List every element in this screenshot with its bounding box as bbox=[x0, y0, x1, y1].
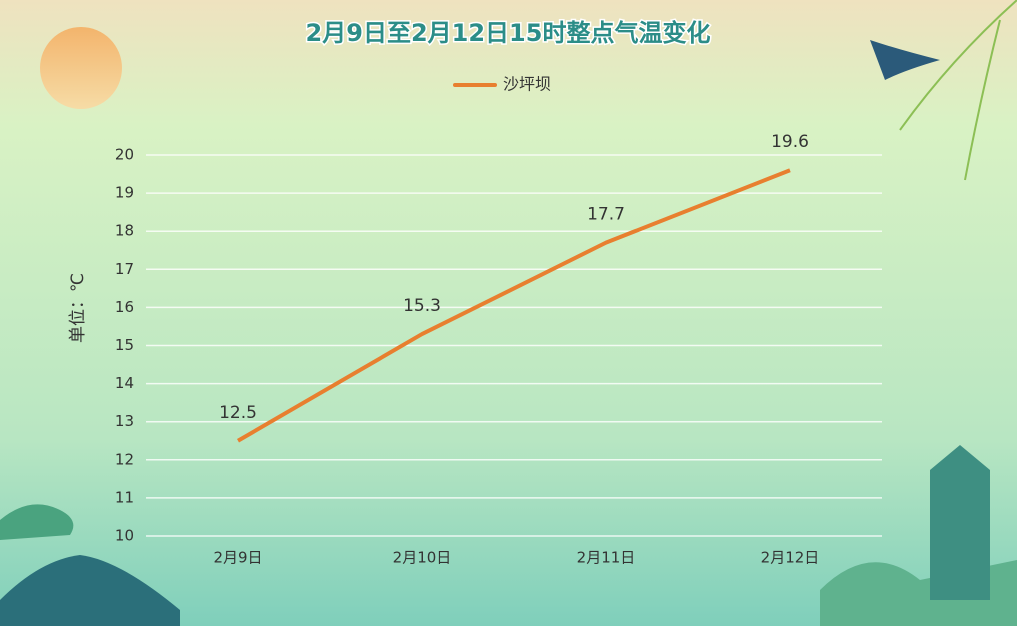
y-tick-label: 10 bbox=[115, 527, 134, 545]
swallow-decoration bbox=[870, 40, 940, 80]
willow-decoration bbox=[899, 0, 1017, 181]
x-tick-label: 2月9日 bbox=[213, 549, 262, 567]
y-tick-label: 13 bbox=[115, 412, 134, 430]
x-tick-label: 2月10日 bbox=[393, 549, 452, 567]
line bbox=[236, 168, 791, 443]
sun-decoration bbox=[40, 27, 122, 109]
y-tick-label: 19 bbox=[115, 184, 134, 202]
data-label: 12.5 bbox=[219, 403, 257, 423]
hill-decoration bbox=[0, 555, 180, 626]
x-tick-label: 2月12日 bbox=[761, 549, 820, 567]
y-tick-label: 18 bbox=[115, 222, 134, 240]
data-label: 19.6 bbox=[771, 132, 809, 152]
hill-decoration bbox=[0, 504, 74, 540]
y-tick-label: 16 bbox=[115, 298, 134, 316]
pagoda-decoration bbox=[930, 445, 990, 600]
data-label: 15.3 bbox=[403, 296, 441, 316]
y-tick-label: 11 bbox=[115, 488, 134, 506]
y-axis-label: 单位：℃ bbox=[68, 273, 88, 343]
x-tick-label: 2月11日 bbox=[577, 549, 636, 567]
y-tick-label: 14 bbox=[115, 374, 134, 392]
y-tick-label: 12 bbox=[115, 450, 134, 468]
y-tick-label: 17 bbox=[115, 260, 134, 278]
y-tick-label: 20 bbox=[115, 146, 134, 164]
legend-label: 沙坪坝 bbox=[503, 75, 551, 94]
y-tick-label: 15 bbox=[115, 336, 134, 354]
data-label: 17.7 bbox=[587, 205, 625, 225]
chart-title: 2月9日至2月12日15时整点气温变化 bbox=[306, 19, 711, 47]
